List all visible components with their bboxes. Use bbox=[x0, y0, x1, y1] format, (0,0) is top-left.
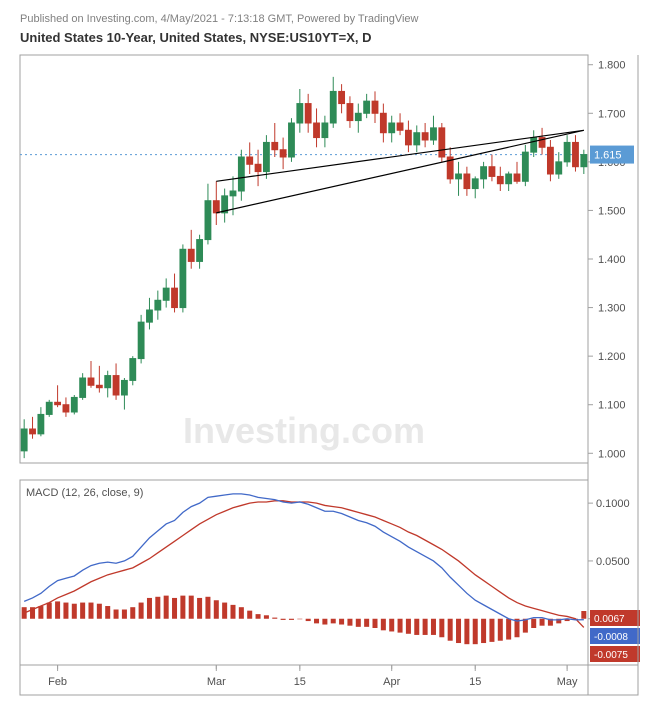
ytick-label: 1.200 bbox=[598, 351, 626, 363]
ytick-label: 1.800 bbox=[598, 60, 626, 72]
macd-value: 0.0067 bbox=[594, 614, 625, 625]
macd-value: -0.0008 bbox=[594, 632, 628, 643]
macd-value: -0.0075 bbox=[594, 650, 628, 661]
header-title: United States 10-Year, United States, NY… bbox=[20, 30, 371, 45]
xtick-label: 15 bbox=[294, 676, 306, 688]
macd-ytick-label: 0.0500 bbox=[596, 556, 630, 568]
header-published: Published on Investing.com, 4/May/2021 -… bbox=[20, 13, 419, 25]
macd-chart-area[interactable] bbox=[20, 480, 588, 665]
xtick-label: Feb bbox=[48, 676, 67, 688]
xtick-label: 15 bbox=[469, 676, 481, 688]
price-label: 1.615 bbox=[594, 150, 622, 162]
ytick-label: 1.100 bbox=[598, 400, 626, 412]
xtick-label: Mar bbox=[207, 676, 226, 688]
chart-root: Published on Investing.com, 4/May/2021 -… bbox=[0, 0, 652, 711]
ytick-label: 1.700 bbox=[598, 108, 626, 120]
xtick-label: May bbox=[557, 676, 578, 688]
macd-ytick-label: 0.1000 bbox=[596, 498, 630, 510]
ytick-label: 1.000 bbox=[598, 448, 626, 460]
ytick-label: 1.300 bbox=[598, 303, 626, 315]
xaxis-right-box bbox=[588, 665, 638, 695]
main-chart-area[interactable] bbox=[20, 55, 588, 463]
ytick-label: 1.500 bbox=[598, 205, 626, 217]
ytick-label: 1.400 bbox=[598, 254, 626, 266]
xtick-label: Apr bbox=[383, 676, 400, 688]
